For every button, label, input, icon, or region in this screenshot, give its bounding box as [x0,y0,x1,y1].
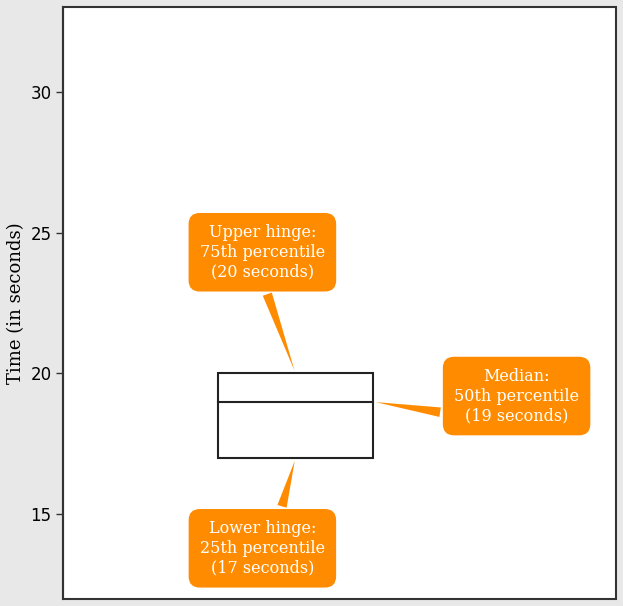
Bar [64,7,616,599]
Bar [218,373,373,458]
Y-axis label: Time (in seconds): Time (in seconds) [7,222,25,384]
Text: Lower hinge:
25th percentile
(17 seconds): Lower hinge: 25th percentile (17 seconds… [200,461,325,576]
Text: Median:
50th percentile
(19 seconds): Median: 50th percentile (19 seconds) [376,368,579,424]
Text: Upper hinge:
75th percentile
(20 seconds): Upper hinge: 75th percentile (20 seconds… [200,224,325,371]
